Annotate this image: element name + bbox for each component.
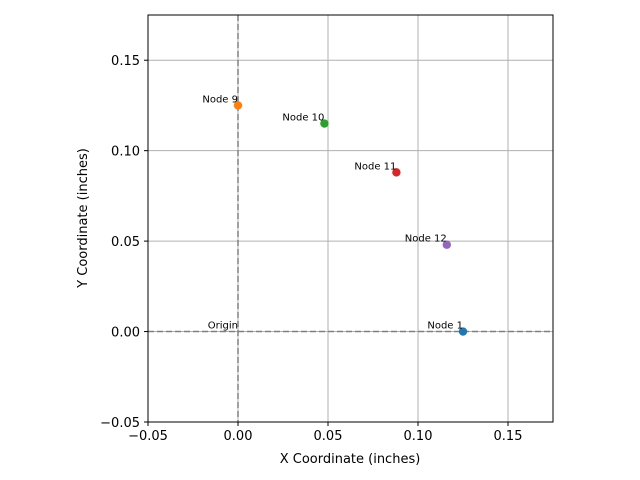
point-label: Node 1 <box>427 321 463 332</box>
x-tick-label: 0.00 <box>224 429 253 444</box>
y-tick-label: 0.15 <box>111 54 140 69</box>
y-tick-label: 0.10 <box>111 145 140 160</box>
x-tick-label: 0.10 <box>404 429 433 444</box>
point-label: Node 9 <box>202 94 238 105</box>
y-axis-ticks: −0.05 0.00 0.05 0.10 0.15 <box>100 54 148 431</box>
y-tick-label: 0.05 <box>111 235 140 250</box>
y-tick-label: −0.05 <box>100 416 140 431</box>
data-point <box>442 240 451 249</box>
data-point <box>458 327 468 336</box>
data-point <box>320 119 329 128</box>
x-tick-label: −0.05 <box>128 429 168 444</box>
data-points <box>233 101 468 336</box>
point-label: Node 11 <box>354 161 396 172</box>
data-point <box>392 168 401 177</box>
data-point <box>233 101 243 110</box>
y-tick-label: 0.00 <box>111 326 140 341</box>
x-axis-ticks: −0.05 0.00 0.05 0.10 0.15 <box>128 422 522 444</box>
x-axis-label: X Coordinate (inches) <box>280 452 421 467</box>
annotation-label: Origin <box>208 321 238 332</box>
x-tick-label: 0.05 <box>314 429 343 444</box>
point-label: Node 10 <box>282 113 324 124</box>
reference-lines <box>148 15 553 422</box>
grid-lines <box>147 15 553 423</box>
plot-frame <box>147 14 554 423</box>
y-axis-label: Y Coordinate (inches) <box>76 148 91 289</box>
point-label: Node 12 <box>405 234 447 245</box>
x-tick-label: 0.15 <box>494 429 523 444</box>
point-labels: Node 1 Node 9 Node 10 Node 11 Node 12 Origin <box>202 94 463 331</box>
